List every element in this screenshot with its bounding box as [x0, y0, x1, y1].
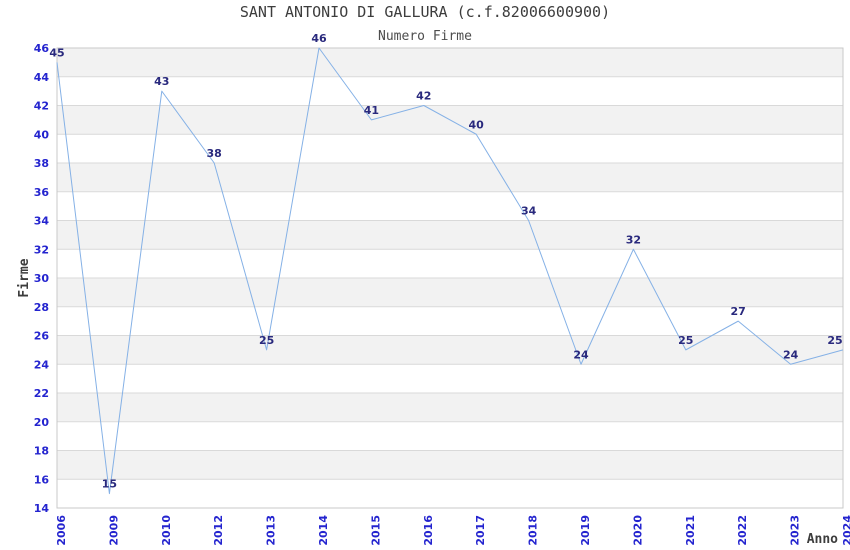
grid-band — [57, 306, 843, 336]
data-label: 27 — [731, 305, 746, 318]
grid-band — [57, 48, 843, 77]
x-tick-label: 2019 — [579, 515, 592, 546]
y-tick-label: 44 — [34, 71, 50, 84]
x-tick-label: 2016 — [422, 515, 435, 546]
y-tick-label: 26 — [34, 330, 50, 343]
grid-band — [57, 278, 843, 307]
y-tick-label: 32 — [34, 243, 49, 256]
x-tick-label: 2024 — [841, 515, 850, 546]
grid-band — [57, 249, 843, 278]
series-line — [56, 47, 844, 495]
x-tick-label: 2013 — [265, 515, 278, 546]
data-label: 34 — [521, 205, 537, 218]
x-axis-title: Anno — [807, 532, 838, 547]
x-tick-label: 2017 — [474, 515, 487, 546]
x-tick-label: 2012 — [212, 515, 225, 546]
grid-band — [57, 191, 843, 221]
grid-band — [57, 134, 843, 163]
y-tick-label: 34 — [34, 215, 50, 228]
data-label: 25 — [678, 334, 693, 347]
grid-band — [57, 364, 843, 393]
x-tick-label: 2006 — [55, 515, 68, 546]
y-tick-label: 20 — [34, 416, 50, 429]
data-label: 45 — [49, 46, 64, 59]
data-label: 24 — [783, 348, 799, 361]
y-tick-label: 22 — [34, 387, 49, 400]
x-tick-label: 2021 — [684, 515, 697, 546]
y-tick-label: 40 — [34, 128, 50, 141]
x-tick-label: 2009 — [107, 515, 120, 546]
x-tick-label: 2020 — [631, 515, 644, 546]
x-tick-label: 2022 — [736, 515, 749, 546]
series-layer — [56, 47, 844, 495]
grid-band — [57, 220, 843, 250]
grid-band — [57, 335, 843, 365]
data-label: 32 — [626, 233, 641, 246]
chart-title: SANT ANTONIO DI GALLURA (c.f.82006600900… — [240, 3, 610, 21]
grid-band-layer — [57, 48, 843, 508]
x-tick-label: 2023 — [789, 515, 802, 546]
y-tick-label: 46 — [34, 42, 50, 55]
data-label-layer: 45 15 43 38 25 46 41 42 40 34 24 32 25 27 24 25 — [49, 32, 842, 491]
data-label: 42 — [416, 90, 431, 103]
data-label: 43 — [154, 75, 169, 88]
x-tick-label: 2010 — [160, 515, 173, 546]
y-tick-label: 30 — [34, 272, 50, 285]
y-tick-label: 38 — [34, 157, 49, 170]
y-tick-label: 14 — [34, 502, 50, 515]
data-label: 38 — [207, 147, 222, 160]
data-label: 41 — [364, 104, 379, 117]
plot-border — [56, 47, 844, 509]
x-tick-label: 2018 — [527, 515, 540, 546]
x-tick-label: 2015 — [369, 515, 382, 546]
gridline-layer — [56, 47, 844, 509]
data-label: 25 — [827, 334, 842, 347]
grid-band — [57, 393, 843, 422]
x-tick-label: 2014 — [317, 515, 330, 546]
data-label: 25 — [259, 334, 274, 347]
chart-subtitle: Numero Firme — [378, 29, 472, 44]
grid-band — [57, 479, 843, 508]
y-tick-label: 16 — [34, 473, 50, 486]
y-axis-title: Firme — [17, 258, 32, 297]
grid-band — [57, 76, 843, 106]
grid-band — [57, 163, 843, 192]
y-tick-label: 18 — [34, 445, 49, 458]
data-label: 46 — [311, 32, 327, 45]
y-tick-label: 24 — [34, 358, 50, 371]
y-tick-label: 28 — [34, 301, 49, 314]
y-tick-label: 42 — [34, 100, 49, 113]
grid-band — [57, 421, 843, 451]
data-label: 24 — [573, 348, 589, 361]
y-tick-label: 36 — [34, 186, 50, 199]
grid-band — [57, 450, 843, 480]
data-label: 40 — [469, 118, 485, 131]
data-label: 15 — [102, 478, 117, 491]
